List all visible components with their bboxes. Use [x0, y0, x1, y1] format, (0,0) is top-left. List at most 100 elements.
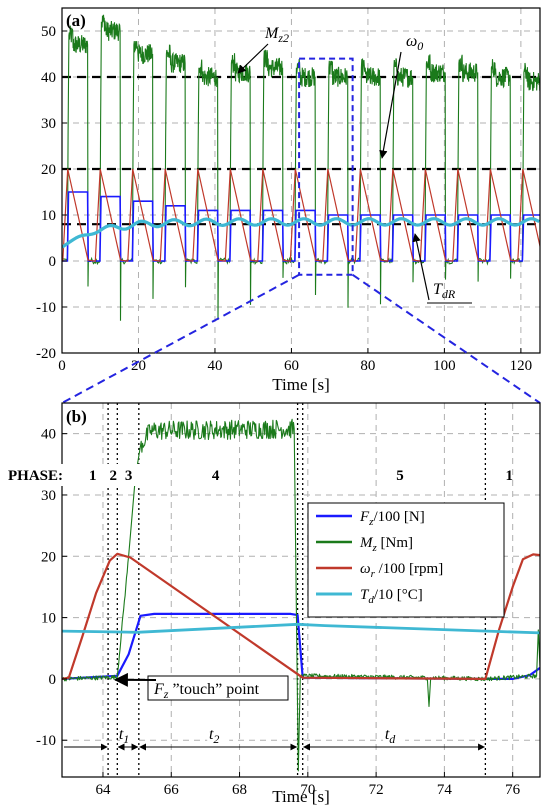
panel-b-tag: (b)	[66, 407, 87, 426]
b-x-tick-label: 70	[300, 782, 315, 798]
b-x-tick-label: 64	[95, 782, 111, 798]
touch-point-box	[147, 675, 289, 701]
annotation-omega0: ω0	[379, 33, 423, 159]
legend-label-rest: [Nm]	[377, 535, 413, 551]
legend-label-sub: d	[368, 594, 374, 606]
a-y-tick-label: 40	[41, 70, 56, 86]
a-y-tick-label: -20	[36, 346, 56, 362]
svg-text:TdR: TdR	[433, 281, 456, 301]
annotation-omega0-main: ω	[406, 33, 417, 50]
panel-b-y-ticks: -10 0 10 20 30 40	[36, 427, 67, 749]
panel-a-series-torque	[62, 14, 540, 321]
svg-text:Fz ”touch” point: Fz ”touch” point	[153, 681, 260, 701]
panel-a-series	[62, 14, 540, 321]
panel-a-tag: (a)	[66, 11, 86, 30]
annotation-mz2-main: M	[264, 25, 280, 42]
panel-a-series-temperature	[62, 217, 540, 249]
legend-label-force: Fz/100 [N]	[359, 509, 425, 528]
a-x-tick-label: 100	[433, 358, 456, 374]
legend-label-sub: z	[368, 516, 374, 528]
legend-label-main: ω	[360, 561, 371, 577]
a-y-tick-label: 0	[49, 254, 57, 270]
a-y-tick-label: 30	[41, 116, 56, 132]
interval-label: t2	[209, 726, 219, 746]
a-x-tick-label: 60	[284, 358, 299, 374]
panel-a-frame	[61, 7, 541, 354]
b-x-tick-label: 76	[505, 782, 521, 798]
panel-a-x-axis-label: Time [s]	[272, 375, 329, 394]
panel-b-x-ticks: 64 66 68 70 72 74 76	[95, 772, 521, 798]
annotation-mz2-sub: z2	[277, 31, 289, 45]
panel-a-series-force	[62, 191, 540, 262]
touch-point-annotation: Fz ”touch” point	[113, 672, 289, 701]
annotation-tdr-sub: dR	[442, 287, 456, 301]
a-x-tick-label: 20	[131, 358, 146, 374]
panel-a-reference-lines	[62, 75, 540, 226]
legend-label-sub: z	[372, 542, 378, 554]
panel-b-series-speed	[62, 552, 540, 680]
interval-label-sub: 2	[213, 732, 219, 746]
phase-label: 5	[396, 468, 404, 484]
annotation-tdr-main: T	[433, 281, 443, 298]
phase-label: 1	[89, 468, 97, 484]
zoom-connector-right	[352, 273, 541, 404]
annotation-omega0-arrow	[379, 51, 402, 159]
interval-label: td	[385, 726, 396, 746]
annotation-omega0-sub: 0	[417, 39, 423, 53]
panel-b-frame	[61, 402, 541, 778]
a-x-tick-label: 120	[510, 358, 533, 374]
panel-a-y-ticks: -20 -10 0 10 20 30 40 50	[36, 24, 67, 362]
svg-text:ω0: ω0	[406, 33, 423, 53]
b-y-tick-label: 0	[49, 672, 57, 688]
interval-arrows: t1 t2 td	[64, 726, 486, 751]
annotation-tdr-arrow	[412, 233, 430, 301]
zoom-window	[298, 57, 354, 276]
annotation-tdr: TdR	[412, 233, 472, 304]
panel-b-series	[62, 418, 540, 772]
zoom-connectors	[61, 273, 541, 404]
a-y-tick-label: 50	[41, 24, 56, 40]
svg-text:Mz2: Mz2	[264, 25, 289, 45]
legend: Fz/100 [N] Mz [Nm] ωr /100 [rpm] Td/10 [°C]	[307, 502, 505, 618]
b-y-tick-label: 10	[41, 611, 56, 627]
touch-point-f: F	[153, 681, 164, 698]
a-y-tick-label: 10	[41, 208, 56, 224]
b-x-tick-label: 72	[369, 782, 384, 798]
legend-label-rest: /100 [rpm]	[375, 561, 443, 577]
panel-a: 0 20 40 60 80 100 120 -20 -10 0 10 20 30 40 50 (a) Ti…	[36, 7, 541, 394]
interval-label-main: t	[119, 726, 124, 743]
legend-label-main: T	[360, 587, 370, 603]
phase-label: 1	[506, 468, 514, 484]
interval-label-bg	[207, 727, 230, 743]
b-y-tick-label: 40	[41, 427, 56, 443]
panel-a-series-speed	[62, 168, 540, 262]
interval-label-bg	[120, 727, 137, 743]
b-y-tick-label: 20	[41, 549, 56, 565]
interval-label-sub: d	[389, 732, 396, 746]
legend-label-main: F	[359, 509, 370, 525]
a-y-tick-label: -10	[36, 300, 56, 316]
zoom-connector-left	[61, 273, 300, 404]
annotation-mz2: Mz2	[237, 25, 289, 74]
panel-b-x-axis-label: Time [s]	[272, 787, 329, 806]
b-x-tick-label: 66	[164, 782, 180, 798]
interval-label: t1	[119, 726, 129, 746]
interval-label-main: t	[209, 726, 214, 743]
a-x-tick-label: 40	[207, 358, 222, 374]
legend-label-rest: /10 [°C]	[374, 587, 423, 603]
a-y-tick-label: 20	[41, 162, 56, 178]
b-y-tick-label: -10	[36, 733, 56, 749]
panel-b-series-temperature	[62, 622, 540, 635]
phase-prefix: PHASE:	[8, 468, 63, 484]
legend-label-temperature: Td/10 [°C]	[360, 587, 423, 606]
legend-label-speed: ωr /100 [rpm]	[360, 561, 443, 580]
annotation-mz2-arrow	[237, 43, 269, 74]
interval-label-sub: 1	[123, 732, 129, 746]
legend-box	[307, 502, 505, 618]
phase-label: 4	[212, 468, 220, 484]
a-x-tick-label: 0	[58, 358, 66, 374]
b-y-tick-label: 30	[41, 488, 56, 504]
b-x-tick-label: 74	[437, 782, 453, 798]
phase-label: 2	[109, 468, 117, 484]
